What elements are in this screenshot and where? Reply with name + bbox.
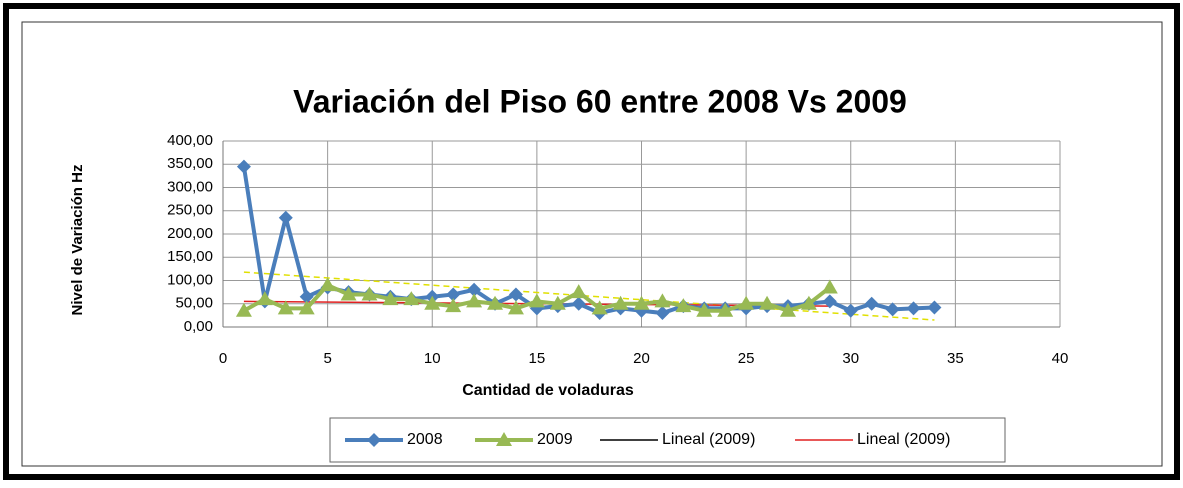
y-tick-label: 50,00 <box>175 295 213 312</box>
trend-line <box>243 271 935 321</box>
marker <box>446 287 461 302</box>
marker <box>361 286 378 301</box>
marker <box>822 294 837 309</box>
x-tick-label: 30 <box>842 350 859 367</box>
x-tick-label: 20 <box>633 350 650 367</box>
x-tick-label: 5 <box>323 350 331 367</box>
legend-label: 2008 <box>407 431 443 448</box>
marker <box>779 302 796 317</box>
marker <box>467 282 482 297</box>
marker <box>549 295 566 310</box>
x-tick-label: 10 <box>424 350 441 367</box>
x-tick-label: 15 <box>529 350 546 367</box>
marker <box>340 286 357 301</box>
marker <box>445 298 462 313</box>
chart-title: Variación del Piso 60 entre 2008 Vs 2009 <box>293 83 907 119</box>
y-tick-label: 400,00 <box>167 132 213 149</box>
y-tick-label: 0,00 <box>184 318 213 335</box>
x-tick-label: 35 <box>947 350 964 367</box>
marker <box>508 287 523 302</box>
marker <box>654 293 671 308</box>
marker <box>256 291 273 306</box>
y-tick-label: 200,00 <box>167 225 213 242</box>
marker <box>675 298 692 313</box>
marker <box>717 302 734 317</box>
marker <box>487 295 504 310</box>
marker <box>299 289 314 304</box>
marker <box>906 301 921 316</box>
x-tick-label: 40 <box>1052 350 1069 367</box>
marker <box>633 295 650 310</box>
marker <box>236 159 251 174</box>
marker <box>864 296 879 311</box>
marker <box>800 295 817 310</box>
marker <box>528 293 545 308</box>
y-tick-label: 300,00 <box>167 178 213 195</box>
legend-label: Lineal (2009) <box>857 431 950 448</box>
marker <box>591 300 608 315</box>
marker <box>570 284 587 299</box>
legend-box <box>329 417 1006 463</box>
marker <box>424 295 441 310</box>
marker <box>571 296 586 311</box>
marker <box>612 295 629 310</box>
marker <box>319 277 336 292</box>
marker <box>843 303 858 318</box>
marker <box>738 295 755 310</box>
marker <box>277 300 294 315</box>
marker <box>821 279 838 294</box>
marker <box>466 293 483 308</box>
y-tick-label: 100,00 <box>167 271 213 288</box>
marker <box>382 291 399 306</box>
x-tick-label: 0 <box>219 350 227 367</box>
x-axis-label: Cantidad de voladuras <box>462 382 634 399</box>
y-tick-label: 350,00 <box>167 155 213 172</box>
y-tick-label: 150,00 <box>167 248 213 265</box>
marker <box>235 302 252 317</box>
x-tick-label: 25 <box>738 350 755 367</box>
chart-frame <box>21 21 1163 467</box>
legend-label: Lineal (2009) <box>662 431 755 448</box>
legend-label: 2009 <box>537 431 573 448</box>
marker <box>403 291 420 306</box>
marker <box>655 306 670 321</box>
y-axis-label: Nivel de Variación Hz <box>69 165 86 316</box>
marker <box>496 432 512 446</box>
marker <box>298 300 315 315</box>
marker <box>759 295 776 310</box>
marker <box>367 433 381 447</box>
marker <box>278 210 293 225</box>
y-tick-label: 250,00 <box>167 202 213 219</box>
marker <box>885 302 900 317</box>
marker <box>927 300 942 315</box>
marker <box>507 300 524 315</box>
marker <box>696 302 713 317</box>
